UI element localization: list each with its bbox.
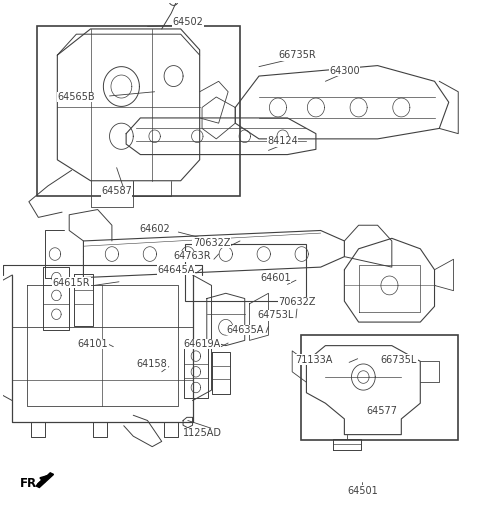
Text: 64501: 64501 bbox=[347, 486, 378, 496]
Text: 70632Z: 70632Z bbox=[278, 297, 316, 307]
Text: 64619A: 64619A bbox=[183, 339, 221, 349]
Text: 64300: 64300 bbox=[329, 66, 360, 76]
Text: 64565B: 64565B bbox=[58, 92, 96, 102]
Text: 64601: 64601 bbox=[260, 272, 291, 282]
Text: 66735L: 66735L bbox=[381, 355, 417, 365]
Text: 64645A: 64645A bbox=[157, 264, 194, 275]
Text: 64615R: 64615R bbox=[53, 278, 90, 288]
Bar bbox=[37, 26, 240, 196]
Bar bbox=[301, 335, 458, 440]
Text: 71133A: 71133A bbox=[295, 355, 333, 365]
Text: 1125AD: 1125AD bbox=[182, 428, 222, 438]
Text: FR.: FR. bbox=[19, 477, 41, 489]
Text: 64502: 64502 bbox=[172, 17, 203, 27]
Text: 64602: 64602 bbox=[139, 224, 170, 234]
Text: 64635A: 64635A bbox=[226, 325, 264, 335]
Text: 84124: 84124 bbox=[267, 136, 298, 147]
Polygon shape bbox=[36, 473, 54, 488]
Bar bbox=[185, 243, 306, 301]
Text: 64101: 64101 bbox=[78, 339, 108, 349]
Text: 70632Z: 70632Z bbox=[193, 238, 230, 248]
Text: 64587: 64587 bbox=[101, 186, 132, 196]
Text: 64577: 64577 bbox=[367, 406, 398, 416]
Text: 64753L: 64753L bbox=[257, 311, 294, 320]
Text: 66735R: 66735R bbox=[278, 50, 316, 60]
Text: 64158: 64158 bbox=[137, 359, 168, 369]
Text: 64763R: 64763R bbox=[174, 251, 211, 261]
